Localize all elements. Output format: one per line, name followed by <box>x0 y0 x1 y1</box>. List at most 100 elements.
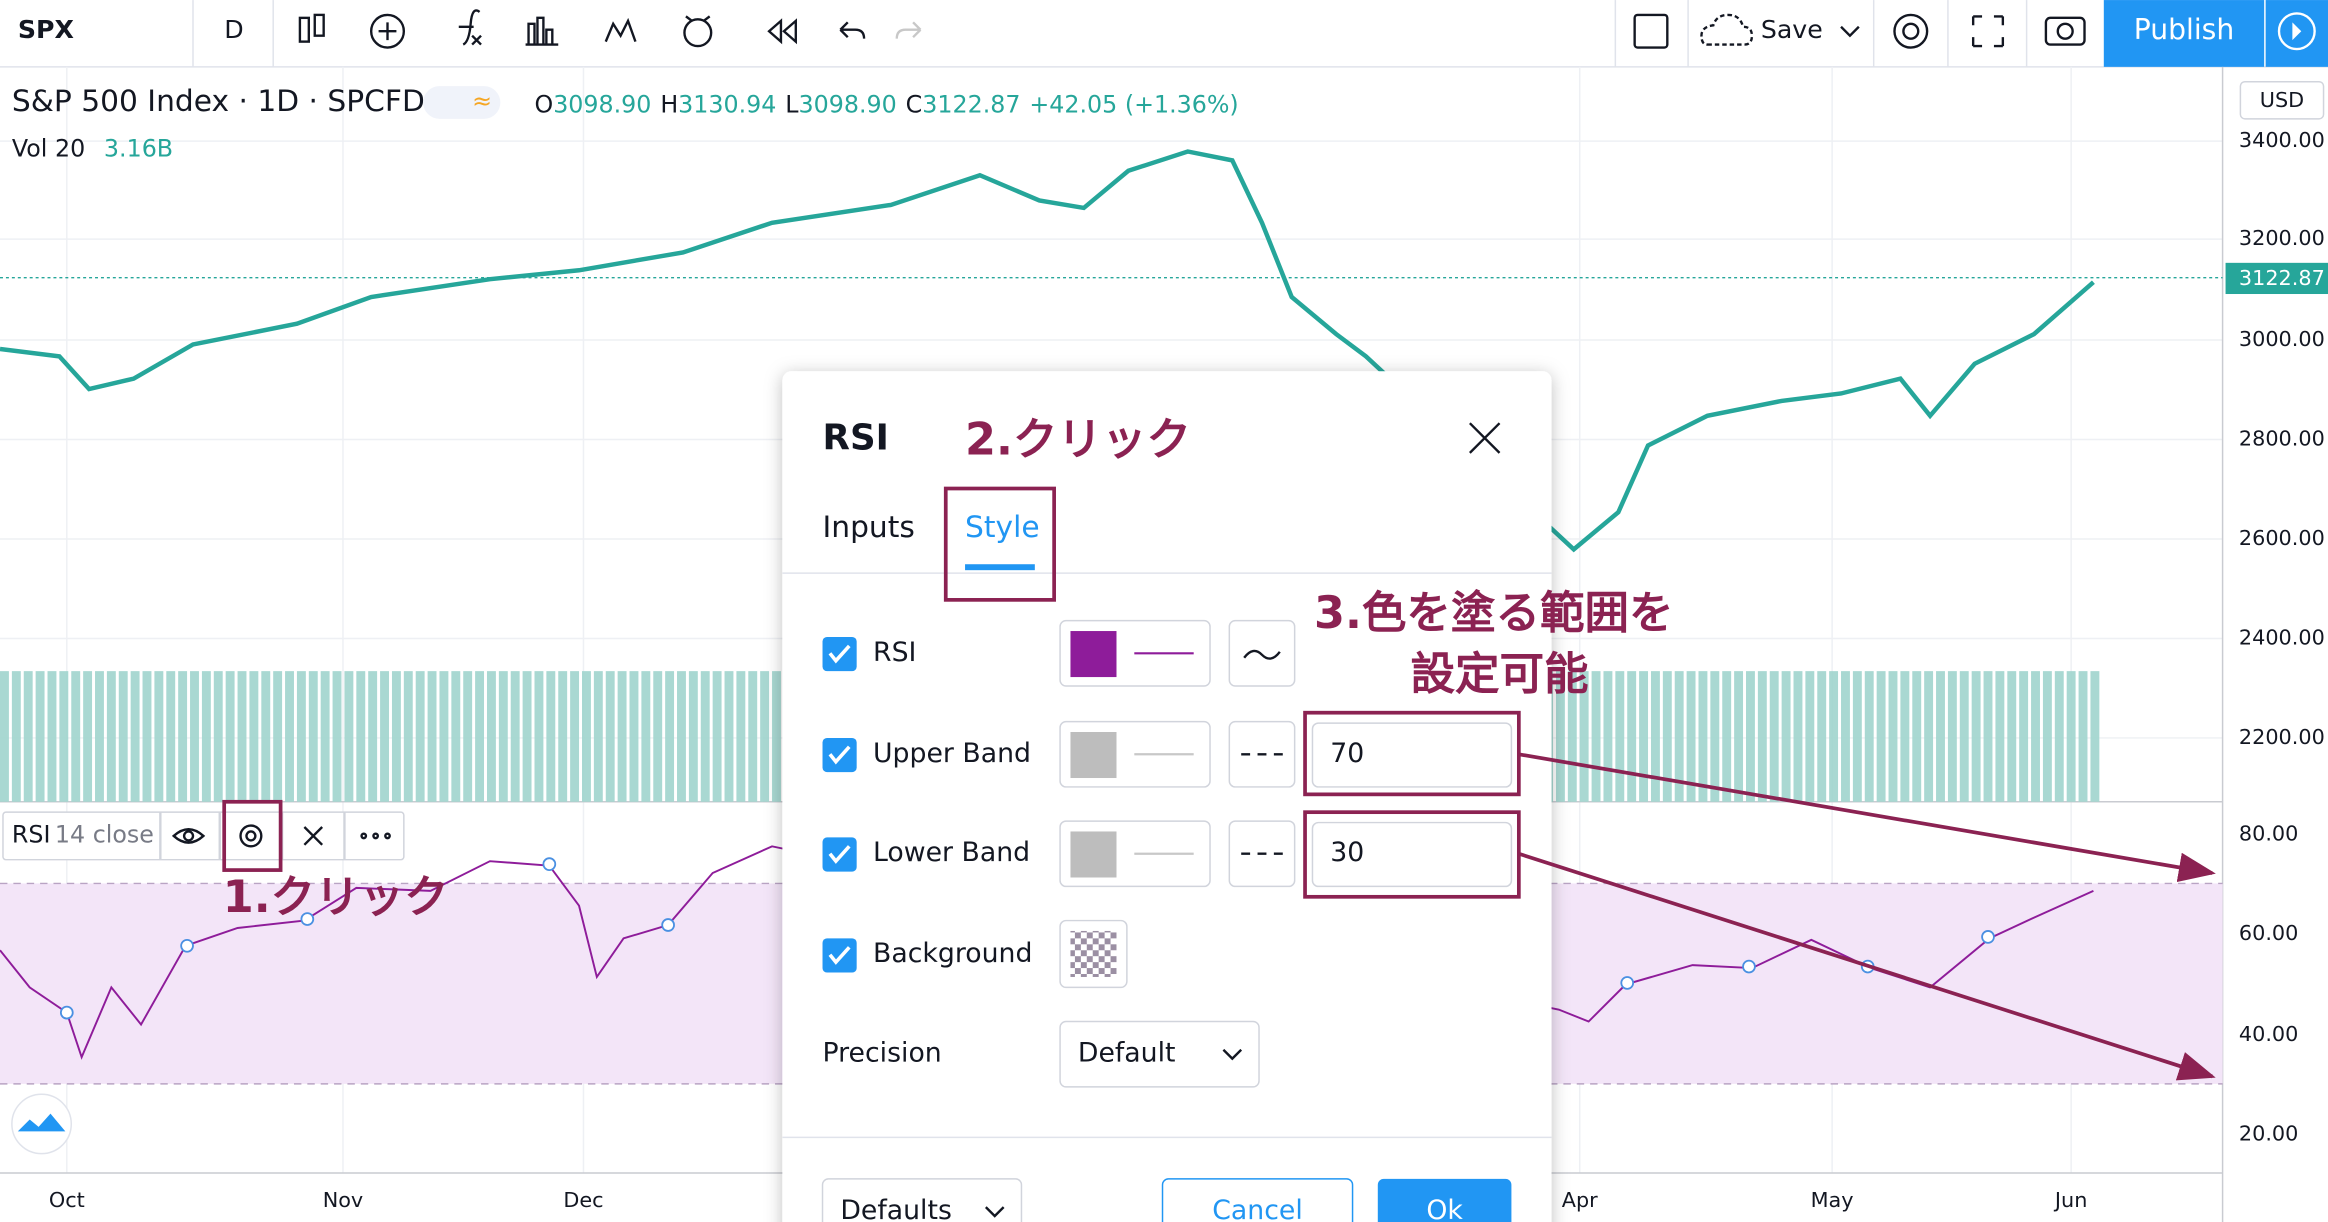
time-tick: May <box>1811 1188 1854 1212</box>
defaults-button[interactable] <box>821 1178 1023 1222</box>
publish-label[interactable]: Publish <box>2134 13 2234 46</box>
rect-shape <box>2239 80 2325 120</box>
last-price: 3122.87 <box>2239 266 2325 290</box>
row-label: Background <box>873 938 1032 969</box>
band-input[interactable] <box>1311 821 1513 888</box>
path-shape[interactable] <box>895 21 922 39</box>
symbol[interactable]: SPX <box>18 15 74 44</box>
vol-value: 3.16B <box>104 135 173 163</box>
circle-shape[interactable] <box>1902 22 1920 40</box>
path-shape[interactable] <box>1971 15 2005 48</box>
path-shape <box>17 1113 66 1132</box>
g-shape: 3400.00 3200.00 3000.00 2800.00 2600.00 2400.… <box>49 128 2325 1212</box>
swatch <box>1070 631 1117 678</box>
price-tick: 3000.00 <box>2239 327 2325 351</box>
price-series <box>0 149 2095 553</box>
tab-style[interactable]: Style <box>965 510 1040 545</box>
rect-shape[interactable] <box>2044 16 2086 46</box>
path-shape[interactable] <box>303 826 324 846</box>
rsi-legend-icons[interactable] <box>159 812 391 860</box>
rsi-tick: 60.00 <box>2239 921 2298 945</box>
path-shape[interactable] <box>685 15 711 22</box>
path-shape[interactable] <box>767 18 797 45</box>
path-shape[interactable] <box>171 828 206 844</box>
time-tick: Jun <box>2053 1188 2087 1212</box>
band-input[interactable] <box>1311 722 1513 788</box>
circle-shape[interactable] <box>245 830 257 842</box>
circle-shape[interactable] <box>2056 22 2074 40</box>
row-label: Upper Band <box>873 738 1031 769</box>
path-shape[interactable] <box>1700 13 1754 46</box>
path-shape[interactable] <box>1840 25 1860 38</box>
price-tick: 2800.00 <box>2239 427 2325 451</box>
price-tick: 2400.00 <box>2239 625 2325 649</box>
circle-shape[interactable] <box>1893 13 1929 49</box>
band-value[interactable]: 30 <box>1330 837 1364 868</box>
precision-value[interactable]: Default <box>1078 1038 1176 1069</box>
legend-title: S&P 500 Index · 1D · SPCFD <box>12 84 425 119</box>
rect-shape[interactable] <box>313 13 325 37</box>
circle-shape[interactable] <box>182 830 195 842</box>
circle-shape[interactable] <box>372 832 380 840</box>
dialog-title: RSI <box>823 418 889 459</box>
save[interactable]: Save <box>1761 15 1823 44</box>
circle-shape <box>542 857 557 871</box>
path-shape[interactable] <box>839 21 866 39</box>
band-value[interactable]: 70 <box>1330 738 1364 769</box>
circle-shape <box>661 918 675 932</box>
line-shape <box>1518 752 2216 883</box>
path-shape[interactable] <box>378 22 397 41</box>
ok-label[interactable]: Ok <box>1426 1195 1463 1222</box>
rect-shape <box>1070 930 1117 977</box>
toolbar-icons[interactable] <box>298 9 2086 49</box>
defaults-label[interactable]: Defaults <box>840 1195 952 1222</box>
time-tick: Oct <box>49 1188 85 1212</box>
precision-select[interactable] <box>1059 1020 1260 1088</box>
tab-inputs[interactable]: Inputs <box>823 510 915 545</box>
rect-shape <box>423 86 501 119</box>
circle-shape[interactable] <box>239 824 263 848</box>
circle-shape <box>1620 976 1635 990</box>
circle-shape[interactable] <box>683 18 713 48</box>
path-shape[interactable] <box>458 9 482 46</box>
path-shape[interactable] <box>604 17 637 43</box>
rect-shape <box>965 564 1035 571</box>
time-tick: Dec <box>563 1188 603 1212</box>
annotation-3: 3.色を塗る範囲を <box>1314 587 1674 639</box>
circle-shape[interactable] <box>369 13 406 49</box>
cancel-button[interactable] <box>1161 1178 1354 1222</box>
path-shape <box>2292 22 2302 41</box>
rect-shape[interactable] <box>1633 13 1669 49</box>
rect-shape[interactable] <box>298 16 311 43</box>
last-price-box <box>2225 262 2328 295</box>
text-shape: ≈ <box>472 87 492 115</box>
interval[interactable]: D <box>224 15 243 44</box>
ok-button[interactable] <box>1377 1178 1512 1222</box>
circle-shape <box>300 912 315 926</box>
circle-shape[interactable] <box>384 832 391 840</box>
line-shape <box>1518 851 2216 1081</box>
publish-button[interactable] <box>2103 0 2265 67</box>
rsi-dialog: RSI Inputs Style RSI Upper Band 70 Lower Ba… <box>782 371 1552 1222</box>
circle-shape <box>1981 930 1995 944</box>
vol-label: Vol 20 <box>12 135 85 163</box>
circle-shape <box>2277 12 2316 51</box>
circle-shape <box>1742 959 1756 974</box>
time-tick: Nov <box>323 1188 364 1212</box>
rsi-tick: 20.00 <box>2239 1121 2298 1145</box>
path-shape <box>1222 1048 1243 1061</box>
check <box>828 644 851 664</box>
path-shape[interactable] <box>525 16 559 46</box>
time-tick: Apr <box>1562 1188 1598 1212</box>
circle-shape[interactable] <box>360 832 368 840</box>
swatch <box>1070 831 1117 878</box>
circle-shape <box>180 938 194 953</box>
rsi-name: RSI <box>12 820 51 848</box>
cancel-label[interactable]: Cancel <box>1212 1195 1303 1222</box>
style-icon <box>1243 649 1281 660</box>
annotation-1: 1.クリック <box>223 871 449 923</box>
rsi-tick: 80.00 <box>2239 821 2298 845</box>
rsi-tick: 40.00 <box>2239 1022 2298 1046</box>
rect-shape <box>782 371 1552 1222</box>
close-button[interactable] <box>1469 422 1501 454</box>
